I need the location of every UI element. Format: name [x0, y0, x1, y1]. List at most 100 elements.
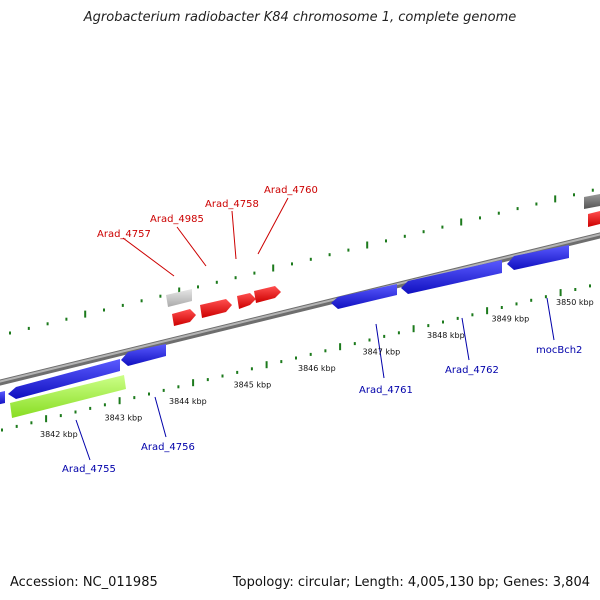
- gene-offscreen-red[interactable]: [588, 211, 600, 227]
- inner-ring-dot: [236, 370, 239, 374]
- scale-tick-label-3842: 3842 kbp: [40, 430, 78, 439]
- outer-ring-dot: [9, 331, 11, 335]
- outer-ring-dot: [403, 234, 406, 238]
- inner-ring-dot: [148, 392, 150, 396]
- outer-ring-dot: [46, 322, 49, 326]
- inner-ring-dot: [45, 415, 48, 423]
- label-arad-4762[interactable]: Arad_4762: [445, 365, 499, 376]
- outer-ring-dot: [535, 202, 538, 206]
- inner-ring-dot: [544, 295, 547, 299]
- label-arad-4755[interactable]: Arad_4755: [62, 464, 116, 475]
- genome-summary-text: Topology: circular; Length: 4,005,130 bp…: [232, 575, 590, 590]
- outer-ring-dot: [422, 230, 425, 234]
- outer-ring-dot: [385, 239, 387, 243]
- gene-arad-4758[interactable]: [237, 293, 256, 309]
- scale-tick-label-3847: 3847 kbp: [363, 348, 401, 357]
- outer-ring-dot: [178, 287, 181, 295]
- outer-ring-dot: [159, 294, 162, 298]
- inner-ring-dot: [309, 352, 312, 356]
- inner-ring-dot: [500, 306, 503, 309]
- inner-ring-dot: [1, 428, 3, 432]
- inner-ring-dot: [250, 367, 253, 371]
- scale-tick-label-3848: 3848 kbp: [427, 331, 465, 340]
- gene-arad-4761[interactable]: [331, 284, 397, 309]
- inner-ring-dot: [397, 331, 400, 335]
- label-arad-4985[interactable]: Arad_4985: [150, 214, 204, 225]
- inner-ring-dot: [133, 396, 136, 400]
- inner-dotted-ring: [1, 284, 591, 432]
- inner-ring-dot: [265, 361, 268, 369]
- gene-reverse-partial-left[interactable]: [0, 391, 5, 405]
- gene-mocbch2[interactable]: [507, 245, 569, 270]
- scale-tick-label-3845: 3845 kbp: [234, 381, 272, 390]
- outer-dotted-ring: [9, 188, 594, 335]
- inner-ring-dot: [368, 338, 371, 342]
- inner-ring-dot: [589, 284, 591, 288]
- gene-arad-4755-blue-block[interactable]: [8, 359, 120, 399]
- outer-ring-dot: [65, 317, 68, 321]
- gene-arad-4756[interactable]: [121, 344, 166, 366]
- outer-ring-dot: [573, 193, 575, 197]
- outer-ring-dot: [197, 285, 199, 289]
- inner-ring-dot: [324, 349, 327, 353]
- inner-ring-dot: [59, 414, 62, 418]
- inner-ring-dot: [206, 378, 209, 382]
- inner-ring-dot: [471, 313, 474, 317]
- inner-ring-dot: [103, 403, 106, 407]
- label-arad-4756[interactable]: Arad_4756: [141, 442, 195, 453]
- inner-ring-dot: [177, 385, 180, 389]
- scale-tick-label-3843: 3843 kbp: [105, 414, 143, 423]
- scale-tick-label-3844: 3844 kbp: [169, 397, 207, 406]
- label-mocbch2[interactable]: mocBch2: [536, 345, 582, 356]
- gene-arad-4757-red[interactable]: [172, 309, 196, 326]
- gene-arad-4760[interactable]: [254, 286, 281, 303]
- inner-ring-dot: [280, 360, 283, 364]
- scale-tick-label-3849: 3849 kbp: [492, 315, 530, 324]
- inner-ring-dot: [383, 334, 386, 338]
- gene-arad-4762[interactable]: [401, 260, 502, 294]
- outer-ring-dot: [497, 211, 500, 215]
- outer-ring-dot: [516, 207, 519, 211]
- genome-title: Agrobacterium radiobacter K84 chromosome…: [83, 10, 517, 25]
- label-arad-4761[interactable]: Arad_4761: [359, 385, 413, 396]
- outer-ring-dot: [234, 276, 237, 280]
- outer-ring-dot: [253, 271, 256, 275]
- inner-ring-dot: [15, 424, 18, 428]
- inner-ring-dot: [162, 388, 165, 392]
- inner-ring-dot: [486, 307, 489, 315]
- gene-offscreen-grey[interactable]: [584, 194, 600, 209]
- inner-ring-dot: [574, 288, 577, 291]
- outer-ring-dot: [215, 280, 218, 284]
- outer-ring-dot: [121, 303, 124, 307]
- label-arad-4758[interactable]: Arad_4758: [205, 199, 259, 210]
- inner-ring-dot: [221, 374, 224, 378]
- gene-arad-4755-rna[interactable]: [10, 375, 126, 418]
- gene-arad-4985[interactable]: [200, 299, 232, 318]
- outer-ring-dot: [366, 241, 369, 249]
- outer-ring-dot: [441, 225, 444, 229]
- outer-ring-dot: [140, 299, 143, 303]
- inner-ring-dot: [74, 410, 77, 414]
- outer-ring-dot: [554, 195, 557, 203]
- outer-ring-dot: [309, 257, 312, 261]
- inner-ring-dot: [89, 406, 92, 410]
- outer-ring-dot: [272, 264, 275, 272]
- label-arad-4760[interactable]: Arad_4760: [264, 185, 318, 196]
- outer-ring-dot: [347, 248, 350, 252]
- genome-backbone-highlight: [0, 233, 600, 383]
- inner-ring-dot: [456, 316, 459, 320]
- inner-ring-dot: [339, 343, 342, 351]
- inner-ring-dot: [427, 324, 430, 328]
- scale-tick-label-3846: 3846 kbp: [298, 364, 336, 373]
- outer-ring-dot: [84, 310, 87, 318]
- gene-arad-4757[interactable]: [166, 289, 192, 307]
- outer-ring-dot: [291, 262, 293, 266]
- label-leaders: [75, 197, 555, 461]
- outer-ring-dot: [328, 253, 331, 257]
- inner-ring-dot: [442, 320, 444, 324]
- label-arad-4757[interactable]: Arad_4757: [97, 229, 151, 240]
- scale-tick-labels: 3842 kbp 3843 kbp 3844 kbp 3845 kbp 3846 kbp…: [40, 298, 594, 439]
- inner-ring-dot: [118, 397, 121, 405]
- inner-ring-dot: [30, 421, 33, 425]
